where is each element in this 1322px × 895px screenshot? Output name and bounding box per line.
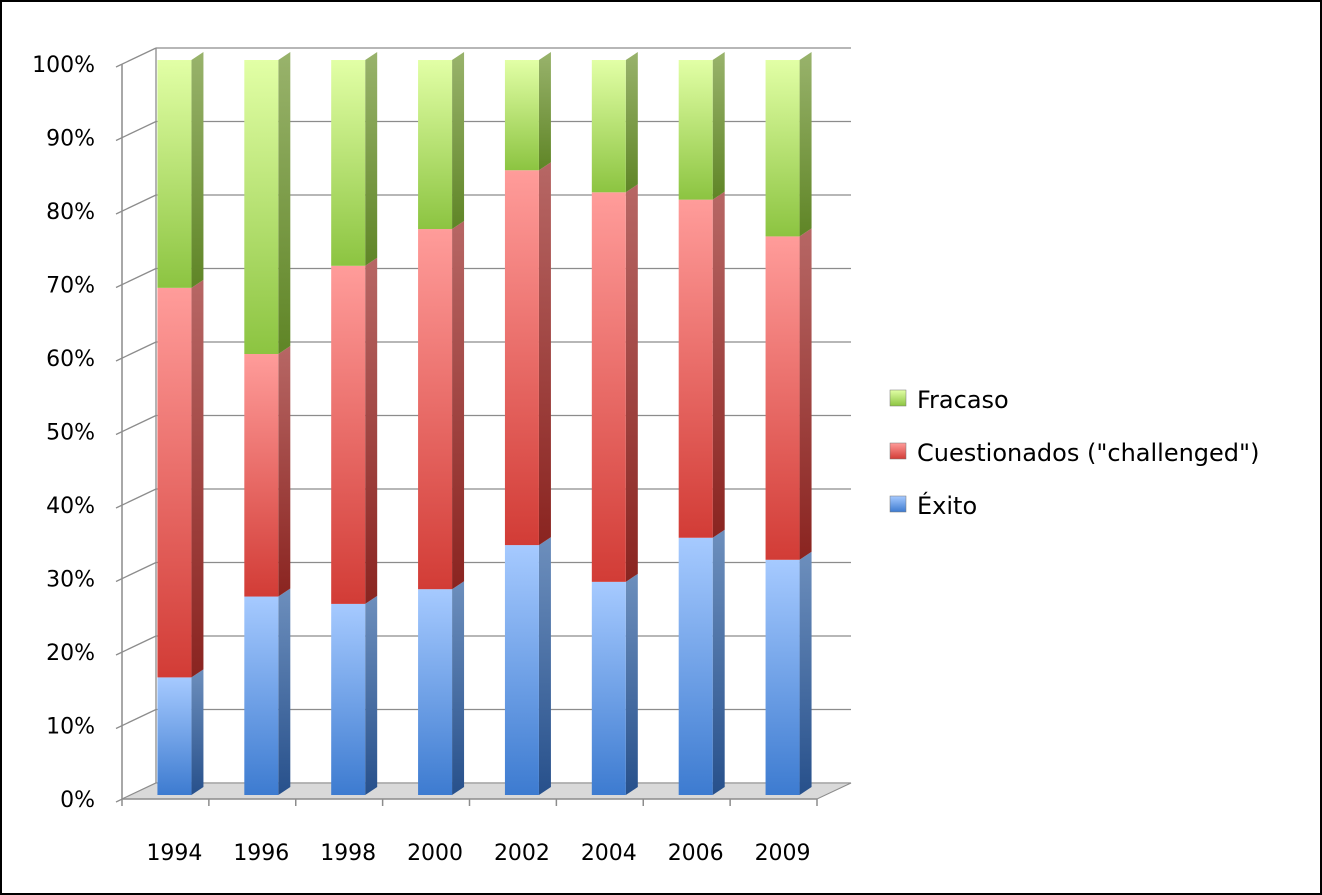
x-tick-label: 2002 [494,841,550,866]
x-tick-label: 1996 [233,841,289,866]
bar-segment [591,60,626,193]
bar-segment [678,199,713,538]
bar-segment [331,265,366,604]
legend-label: Cuestionados ("challenged") [917,439,1259,467]
bar-segment [157,677,192,795]
bar-segment-side [452,581,465,795]
bar-segment-side [278,588,291,795]
bar-segment [504,170,539,546]
legend-swatch [889,495,907,513]
bar-segment-side [365,257,378,604]
y-tick-label: 30% [46,568,95,593]
bar-segment-side [712,52,725,200]
bar-segment-side [452,221,465,590]
y-tick-label: 70% [46,274,95,299]
legend-label: Éxito [917,491,977,520]
x-tick-label: 1994 [146,841,202,866]
bar-segment [765,559,800,795]
bar-segment [331,60,366,266]
bar-segment-side [538,537,551,795]
bar-segment-side [625,573,638,795]
y-tick-label: 90% [46,127,95,152]
bar-segment [244,596,279,795]
bar-segment [331,603,366,795]
bar-segment [418,60,453,230]
x-tick-label: 2004 [581,841,637,866]
bar-segment [678,60,713,200]
bar-segment [244,354,279,597]
bar-segment [157,287,192,678]
x-tick-label: 2006 [668,841,724,866]
bar-segment-side [365,595,378,795]
bar-segment-side [278,52,291,354]
bar-segment [157,60,192,288]
legend-label: Fracaso [917,386,1009,414]
bar-segment-side [625,52,638,193]
bar-segment-side [538,162,551,546]
bar-segment-side [191,52,204,288]
gridline-tick [115,47,157,68]
legend-swatch [889,389,907,407]
y-tick-label: 80% [46,200,95,225]
bar-segment [504,545,539,795]
x-tick-label: 1998 [320,841,376,866]
bar-segment [504,60,539,171]
chart-floor [121,782,852,800]
bar-segment-side [365,52,378,266]
bar-segment [591,192,626,582]
bar-segment [591,581,626,795]
bar-segment-side [278,346,291,597]
y-tick-label: 20% [46,641,95,666]
y-tick-label: 60% [46,347,95,372]
bar-segment-side [625,184,638,582]
y-tick-label: 10% [46,715,95,740]
bar-segment-side [799,551,812,795]
bar-segment-side [538,52,551,171]
bar-segment-side [191,279,204,678]
bar-segment-side [191,669,204,795]
bar-segment [244,60,279,354]
bar-segment [765,236,800,560]
bar-segment-side [712,529,725,795]
bar-segment-side [712,191,725,538]
x-tick-label: 2000 [407,841,463,866]
x-tick-label: 2009 [755,841,811,866]
bar-segment [418,229,453,590]
y-tick-label: 0% [60,788,95,813]
bar-segment-side [799,52,812,237]
legend-swatch [889,442,907,460]
bar-segment [418,589,453,795]
bar-segment [678,537,713,795]
bar-segment [765,60,800,237]
y-tick-label: 50% [46,421,95,446]
bar-segment-side [799,228,812,560]
bar-segment-side [452,52,465,230]
y-tick-label: 40% [46,494,95,519]
y-tick-label: 100% [32,53,95,78]
